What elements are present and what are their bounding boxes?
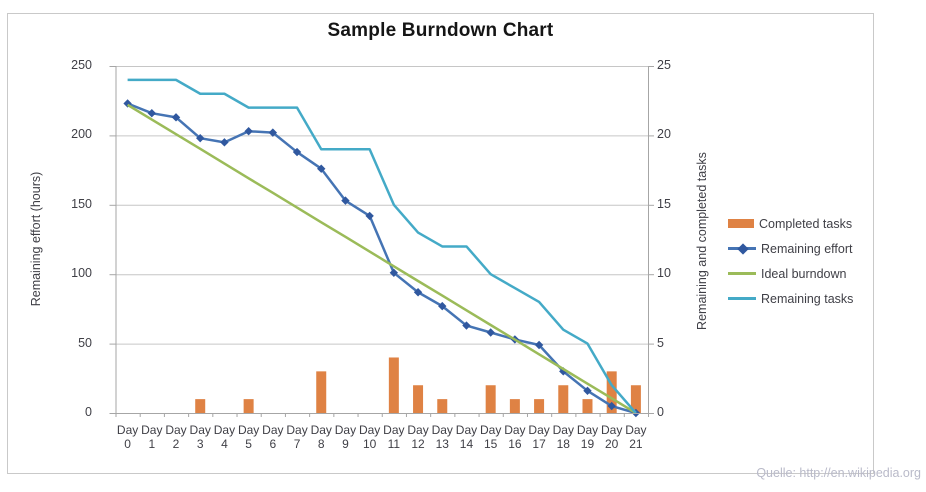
series-ideal-burndown-line <box>126 103 637 415</box>
diamond-marker-icon <box>341 196 350 205</box>
bar-completed-tasks <box>485 385 496 413</box>
diamond-marker-icon <box>244 127 253 136</box>
diamond-marker-icon <box>292 147 302 157</box>
bar-completed-tasks <box>606 371 617 413</box>
bar-completed-tasks <box>534 399 545 413</box>
bar-completed-tasks <box>413 385 424 413</box>
diamond-marker-icon <box>268 128 278 137</box>
series-ideal-burndown-line-path <box>126 103 637 415</box>
bar-completed-tasks <box>388 357 399 413</box>
legend-item-completed-tasks: Completed tasks <box>728 211 853 236</box>
legend-item-remaining-effort: Remaining effort <box>728 236 853 261</box>
series-completed-tasks-bars <box>195 357 641 413</box>
legend-swatch-line-icon <box>728 297 756 300</box>
diamond-marker-icon <box>438 301 447 311</box>
gridlines <box>115 66 648 414</box>
axes <box>109 66 654 417</box>
diamond-marker-icon <box>171 113 181 122</box>
series-remaining-tasks-line-path <box>127 78 637 414</box>
diamond-marker-icon <box>389 268 399 278</box>
diamond-marker-icon <box>583 386 592 395</box>
legend-item-remaining-tasks: Remaining tasks <box>728 286 853 311</box>
bar-completed-tasks <box>509 399 520 413</box>
legend-swatch-bar-icon <box>728 219 754 228</box>
series-remaining-tasks-line <box>127 78 637 414</box>
bar-completed-tasks <box>316 371 327 413</box>
diamond-marker-icon <box>486 328 495 337</box>
diamond-marker-icon <box>220 138 229 147</box>
diamond-marker-icon <box>196 133 205 143</box>
legend-label: Remaining tasks <box>761 291 854 306</box>
legend-swatch-line-icon <box>728 272 756 275</box>
diamond-marker-icon <box>737 242 749 255</box>
bar-completed-tasks <box>243 399 254 413</box>
diamond-marker-icon <box>317 164 326 173</box>
diamond-marker-icon <box>607 401 616 411</box>
diamond-marker-icon <box>413 288 423 297</box>
bar-completed-tasks <box>437 399 448 413</box>
diamond-marker-icon <box>365 211 374 221</box>
legend-label: Completed tasks <box>759 216 853 231</box>
legend-label: Ideal burndown <box>761 266 847 281</box>
legend: Completed tasks Remaining effort Ideal b… <box>728 211 853 311</box>
source-note: Quelle: http://en.wikipedia.org <box>756 466 921 480</box>
diamond-marker-icon <box>462 321 471 330</box>
chart-frame <box>7 13 874 474</box>
legend-swatch-line-marker-icon <box>728 242 756 255</box>
diamond-marker-icon <box>147 108 157 118</box>
series-remaining-effort-line-path <box>127 102 637 415</box>
bar-completed-tasks <box>558 385 569 413</box>
legend-label: Remaining effort <box>761 241 853 256</box>
bar-completed-tasks <box>195 399 206 413</box>
legend-item-ideal-burndown: Ideal burndown <box>728 261 853 286</box>
bar-completed-tasks <box>630 385 641 413</box>
bar-completed-tasks <box>582 399 593 413</box>
diamond-marker-icon <box>534 340 544 350</box>
